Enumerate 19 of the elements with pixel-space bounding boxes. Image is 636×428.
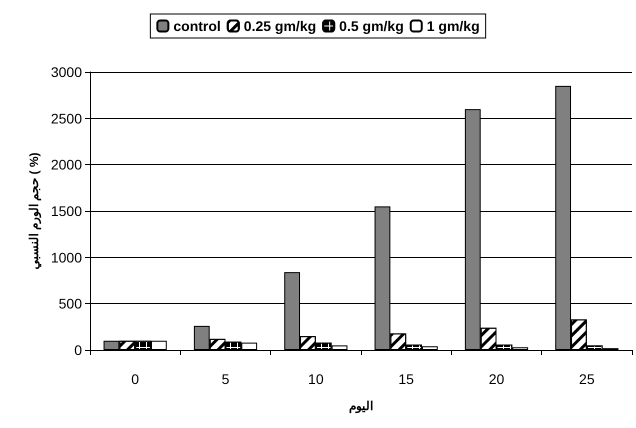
- legend-label: control: [173, 18, 221, 34]
- y-tick-label: 2000: [50, 156, 82, 173]
- y-tick-label: 0: [74, 342, 82, 358]
- legend-label: 1 gm/kg: [426, 18, 480, 34]
- y-tick-label: 2500: [50, 110, 82, 126]
- x-axis-title: اليوم: [349, 399, 373, 414]
- x-tick-label: 5: [222, 371, 230, 387]
- x-tick-label: 20: [488, 371, 504, 387]
- y-tick-label: 1500: [50, 203, 82, 219]
- legend-label: 0.25 gm/kg: [244, 18, 316, 34]
- x-tick-label: 0: [131, 371, 140, 387]
- x-tick-label: 25: [579, 371, 595, 387]
- y-tick-label: 1000: [50, 249, 82, 266]
- y-tick-label: 3000: [50, 64, 82, 80]
- y-tick-label: 500: [58, 296, 82, 312]
- y-axis-title: حجم الورم النسبي ( %): [26, 152, 42, 270]
- x-tick-label: 15: [398, 371, 414, 387]
- x-tick-label: 10: [308, 371, 324, 387]
- legend-label: 0.5 gm/kg: [339, 18, 404, 34]
